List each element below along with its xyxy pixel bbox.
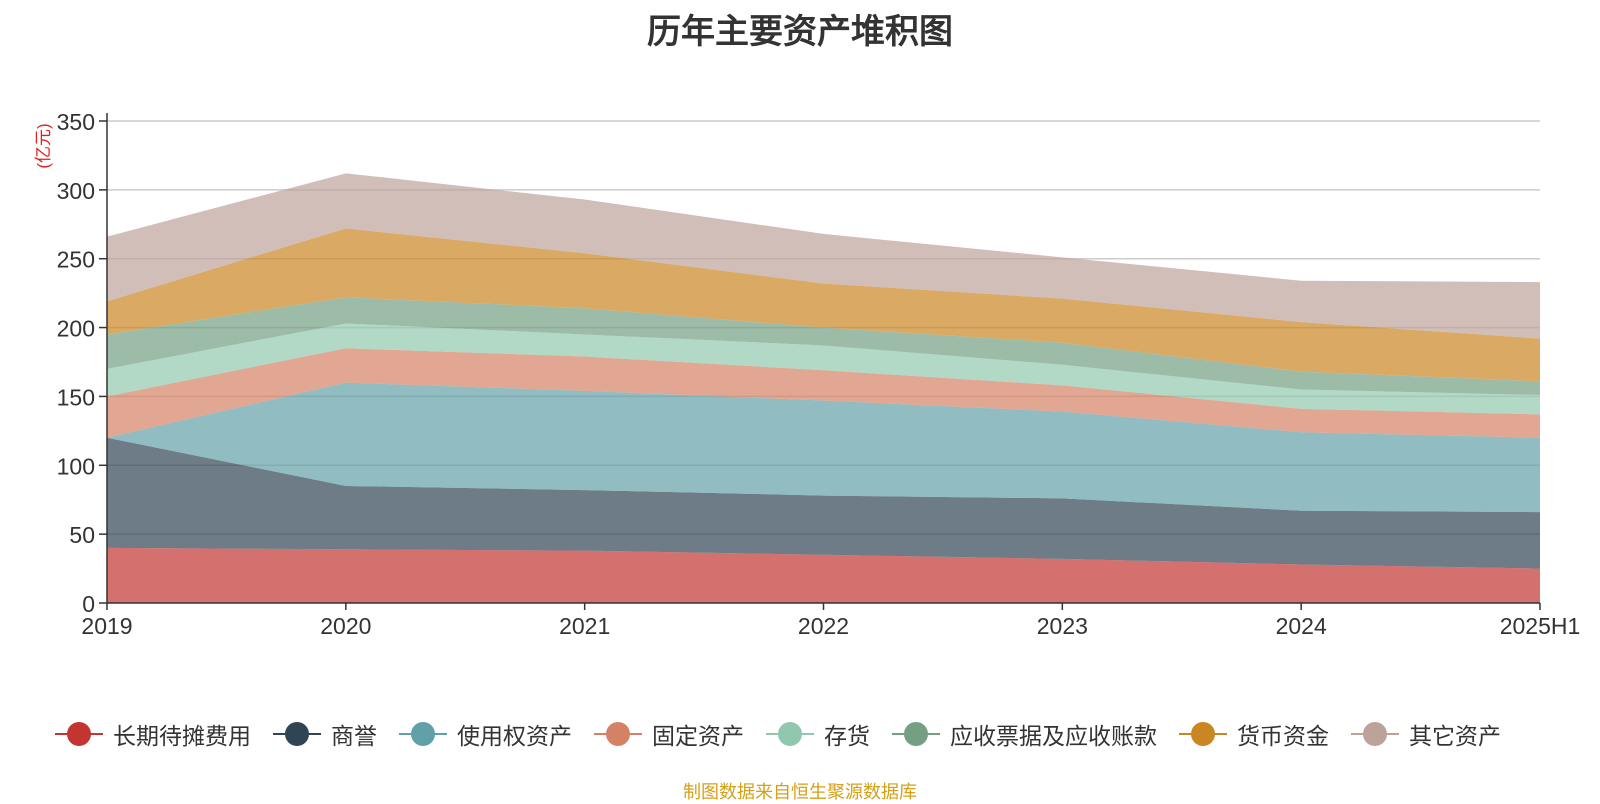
series-area: [107, 382, 1540, 513]
legend-label: 货币资金: [1237, 723, 1329, 749]
chart-title: 历年主要资产堆积图: [647, 13, 953, 51]
legend-item[interactable]: 货币资金: [1179, 717, 1329, 751]
source-note: 制图数据来自恒生聚源数据库: [683, 782, 917, 802]
legend-marker-icon: [1179, 722, 1227, 746]
legend-item[interactable]: 存货: [766, 717, 870, 751]
legend-marker-icon: [1351, 722, 1399, 746]
y-tick-label: 150: [57, 384, 95, 410]
y-tick-label: 300: [57, 178, 95, 204]
x-tick-label: 2025H1: [1500, 613, 1581, 639]
legend-label: 商誉: [331, 723, 377, 749]
y-tick-label: 200: [57, 316, 95, 342]
x-tick-label: 2021: [559, 613, 610, 639]
y-tick-label: 0: [82, 591, 95, 617]
axis-layer: 0 50 100 150 200 250 300 350 2019 2020 2021 2022 202…: [34, 109, 1580, 639]
series-area: [107, 228, 1540, 382]
legend-marker-icon: [55, 722, 103, 746]
legend-label: 存货: [824, 723, 870, 749]
x-tick-label: 2022: [798, 613, 849, 639]
legend-item[interactable]: 固定资产: [594, 717, 744, 751]
series-area: [107, 297, 1540, 396]
legend-label: 长期待摊费用: [113, 723, 251, 749]
legend-label: 应收票据及应收账款: [950, 723, 1157, 749]
legend-marker-icon: [766, 722, 814, 746]
area-layer: [107, 173, 1540, 603]
legend-marker-icon: [892, 722, 940, 746]
x-tick-label: 2023: [1037, 613, 1088, 639]
legend-label: 固定资产: [652, 723, 744, 749]
y-tick-label: 250: [57, 247, 95, 273]
legend-marker-icon: [273, 722, 321, 746]
x-tick-label: 2024: [1276, 613, 1327, 639]
legend-item[interactable]: 长期待摊费用: [55, 717, 251, 751]
series-area: [107, 348, 1540, 438]
legend-item[interactable]: 其它资产: [1351, 717, 1501, 751]
legend-item[interactable]: 使用权资产: [399, 717, 572, 751]
y-tick-label: 350: [57, 109, 95, 135]
series-area: [107, 173, 1540, 339]
x-tick-label: 2019: [81, 613, 132, 639]
x-tick-label: 2020: [320, 613, 371, 639]
legend-item[interactable]: 商誉: [273, 717, 377, 751]
y-tick-label: 50: [69, 522, 95, 548]
legend-item[interactable]: 应收票据及应收账款: [892, 717, 1157, 751]
legend-marker-icon: [399, 722, 447, 746]
legend-label: 使用权资产: [457, 723, 572, 749]
series-area: [107, 437, 1540, 569]
y-axis-label: (亿元): [34, 123, 53, 168]
series-area: [107, 323, 1540, 415]
legend-marker-icon: [594, 722, 642, 746]
y-tick-label: 100: [57, 453, 95, 479]
legend: 长期待摊费用 商誉 使用权资产 固定资产 存货 应收票据及应收账款 货币资金 其它资产: [55, 718, 1555, 750]
legend-label: 其它资产: [1409, 723, 1501, 749]
